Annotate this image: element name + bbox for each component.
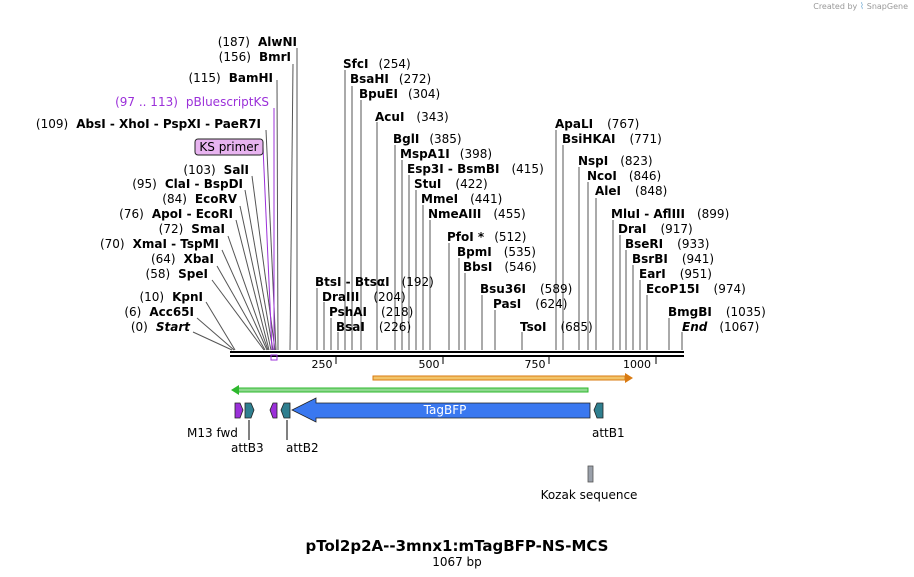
enzyme-label-bsrbi: BsrBI (941) — [632, 252, 714, 266]
enzyme-label-nmeaiii: NmeAIII (455) — [428, 207, 526, 221]
enzyme-label-alwni: (187) AlwNI — [218, 35, 297, 49]
ks-primer-box: KS primer — [194, 138, 264, 156]
tagbfp-label: TagBFP — [423, 403, 467, 417]
snapgene-logo-icon: ⌇ — [859, 2, 865, 12]
attb3-label: attB3 — [231, 441, 264, 455]
tick-label-750: 750 — [525, 358, 546, 371]
sequence-backbone — [230, 351, 684, 361]
ks-primer-feature — [269, 402, 278, 419]
enzyme-label-clai: (95) ClaI - BspDI — [132, 177, 243, 191]
enzyme-label-end: End (1067) — [682, 320, 759, 334]
enzyme-label-ecop15i: EcoP15I (974) — [646, 282, 746, 296]
right-guide-lines — [555, 130, 683, 350]
enzyme-label-start: (0) Start — [131, 320, 191, 334]
kozak-label: Kozak sequence — [541, 488, 638, 502]
enzyme-label-eari: EarI (951) — [639, 267, 712, 281]
feature-label-pbluescriptks: (97 .. 113) pBluescriptKS — [115, 95, 269, 109]
features-row: TagBFP — [234, 397, 604, 423]
enzyme-label-pasi: PasI (624) — [493, 297, 567, 311]
enzyme-label-xmai: (70) XmaI - TspMI — [100, 237, 219, 251]
enzyme-label-pfoi: PfoI * (512) — [447, 230, 526, 244]
attb1-label: attB1 — [592, 426, 625, 440]
enzyme-label-mlui: MluI - AflIII (899) — [611, 207, 729, 221]
orf-reverse-arrow — [231, 385, 589, 395]
enzyme-label-mmei: MmeI (441) — [421, 192, 502, 206]
right-enzyme-labels: ApaLI (767) BsiHKAI (771) NspI (823) NcoI (8… — [555, 117, 766, 334]
mid-guide-lines — [316, 70, 523, 350]
enzyme-label-bsu36i: Bsu36I (589) — [480, 282, 572, 296]
plasmid-title: pTol2p2A--3mnx1:mTagBFP-NS-MCS — [306, 537, 609, 555]
enzyme-label-acc65i: (6) Acc65I — [124, 305, 194, 319]
enzyme-label-mspa1i: MspA1I (398) — [400, 147, 492, 161]
enzyme-label-bsahi: BsaHI (272) — [350, 72, 431, 86]
ks-primer-label: KS primer — [199, 140, 258, 154]
enzyme-label-bgli: BglI (385) — [393, 132, 462, 146]
enzyme-label-bamhi: (115) BamHI — [188, 71, 273, 85]
enzyme-label-pshai: PshAI (218) — [329, 305, 413, 319]
m13-fwd-feature — [234, 402, 244, 419]
feature-labels: M13 fwd attB3 attB2 attB1 — [187, 426, 625, 455]
primer-site-marker — [270, 354, 278, 361]
credit-brand: SnapGene — [866, 2, 908, 11]
enzyme-label-xbai: (64) XbaI — [151, 252, 214, 266]
enzyme-label-drai: DraI (917) — [618, 222, 693, 236]
credit: Created by ⌇ SnapGene — [813, 2, 908, 12]
enzyme-label-apali: ApaLI (767) — [555, 117, 639, 131]
enzyme-label-bbsi: BbsI (546) — [463, 260, 537, 274]
enzyme-label-sfci: SfcI (254) — [343, 57, 411, 71]
enzyme-label-nspi: NspI (823) — [578, 154, 653, 168]
tick-label-250: 250 — [312, 358, 333, 371]
enzyme-label-btsi: BtsI - BtsαI (192) — [315, 275, 434, 289]
enzyme-label-ecorv: (84) EcoRV — [162, 192, 237, 206]
enzyme-label-stui: StuI (422) — [414, 177, 488, 191]
kozak-feature — [587, 465, 594, 483]
tagbfp-feature — [291, 397, 591, 423]
enzyme-label-sali: (103) SalI — [183, 163, 249, 177]
enzyme-label-esp3i: Esp3I - BsmBI (415) — [407, 162, 544, 176]
enzyme-label-apoi: (76) ApoI - EcoRI — [119, 207, 233, 221]
enzyme-label-kpni: (10) KpnI — [139, 290, 203, 304]
enzyme-label-smai: (72) SmaI — [159, 222, 225, 236]
left-enzyme-labels: (187) AlwNI (156) BmrI (115) BamHI (97 .. 1… — [36, 35, 297, 334]
plasmid-length: 1067 bp — [432, 555, 482, 569]
enzyme-label-draiii: DraIII (204) — [322, 290, 406, 304]
credit-prefix: Created by — [813, 2, 858, 11]
attb1-feature — [593, 402, 604, 419]
enzyme-label-bmri: (156) BmrI — [219, 50, 291, 64]
enzyme-label-ncoi: NcoI (846) — [587, 169, 661, 183]
m13-fwd-label: M13 fwd — [187, 426, 238, 440]
enzyme-label-spei: (58) SpeI — [146, 267, 208, 281]
enzyme-label-bmgbi: BmgBI (1035) — [668, 305, 766, 319]
axis-ticks: 250 500 750 1000 — [312, 356, 657, 371]
orf-forward-arrow — [372, 373, 633, 383]
tick-label-1000: 1000 — [623, 358, 651, 371]
tick-label-500: 500 — [419, 358, 440, 371]
enzyme-label-alei: AleI (848) — [595, 184, 667, 198]
attb2-feature — [280, 402, 291, 419]
mid-enzyme-labels: SfcI (254) BsaHI (272) BpuEI (304) AcuI (343… — [315, 57, 593, 334]
enzyme-label-bpuei: BpuEI (304) — [359, 87, 440, 101]
attb3-feature — [244, 402, 255, 419]
feature-connectors — [248, 420, 288, 440]
enzyme-label-tsoi: TsoI (685) — [520, 320, 593, 334]
enzyme-label-bsai: BsaI (226) — [336, 320, 411, 334]
enzyme-label-acui: AcuI (343) — [375, 110, 449, 124]
enzyme-label-bpmi: BpmI (535) — [457, 245, 536, 259]
attb2-label: attB2 — [286, 441, 319, 455]
left-guide-lines — [192, 48, 298, 351]
enzyme-label-bseri: BseRI (933) — [625, 237, 709, 251]
enzyme-label-absi-group: (109) AbsI - XhoI - PspXI - PaeR7I — [36, 117, 261, 131]
enzyme-label-bsihkai: BsiHKAI (771) — [562, 132, 662, 146]
ks-primer-guide-line — [262, 146, 273, 351]
